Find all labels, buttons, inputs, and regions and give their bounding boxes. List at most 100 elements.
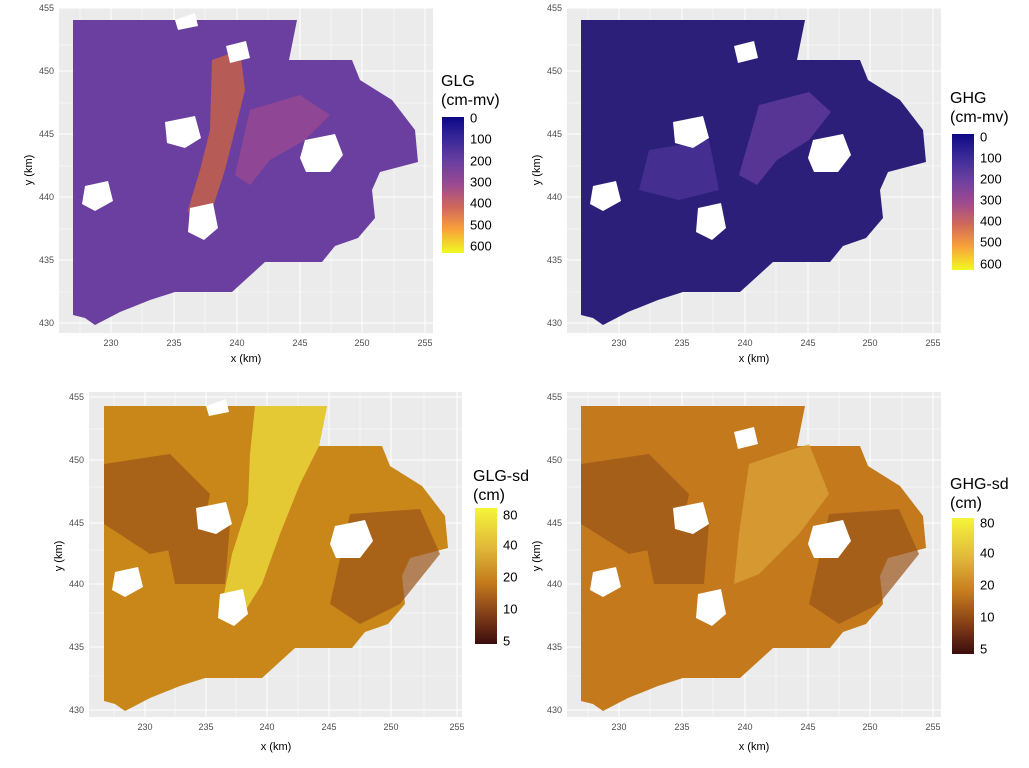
mid-value-zone xyxy=(235,95,330,185)
x-axis-label: x (km) xyxy=(739,741,770,753)
map-panel-glg-sd: 230 235 240 245 250 255 455 450 445 440 … xyxy=(0,384,529,768)
legend-label: 600 xyxy=(470,238,492,254)
x-tick-label: 250 xyxy=(862,722,877,732)
x-axis-label: x (km) xyxy=(261,741,292,753)
y-tick-label: 435 xyxy=(547,255,562,265)
y-ticks: 455 450 445 440 435 430 xyxy=(69,392,84,715)
x-ticks: 230 235 240 245 250 255 xyxy=(103,338,432,348)
legend-label: 20 xyxy=(980,577,995,593)
mid-value-zone xyxy=(639,140,719,200)
legend-label: 400 xyxy=(980,213,1002,229)
x-tick-label: 250 xyxy=(383,722,398,732)
y-tick-label: 455 xyxy=(547,3,562,13)
y-tick-label: 430 xyxy=(547,705,562,715)
x-tick-label: 240 xyxy=(229,338,244,348)
x-tick-label: 235 xyxy=(198,722,213,732)
y-tick-label: 440 xyxy=(39,192,54,202)
legend-colorbar xyxy=(952,518,974,654)
legend-colorbar xyxy=(442,117,464,253)
y-tick-label: 435 xyxy=(547,642,562,652)
map-plot-ghg-sd: 230 235 240 245 250 255 455 450 445 440 … xyxy=(531,392,974,753)
legend-label: 40 xyxy=(980,545,995,561)
y-ticks: 455 450 445 440 435 430 xyxy=(39,3,54,328)
legend-label: 20 xyxy=(503,569,518,585)
y-axis-label: y (km) xyxy=(53,541,65,572)
y-tick-label: 450 xyxy=(547,66,562,76)
x-ticks: 230 235 240 245 250 255 xyxy=(611,722,940,732)
y-tick-label: 435 xyxy=(39,255,54,265)
x-tick-label: 255 xyxy=(925,338,940,348)
y-tick-label: 450 xyxy=(69,455,84,465)
y-tick-label: 445 xyxy=(39,129,54,139)
y-tick-label: 440 xyxy=(547,192,562,202)
x-tick-label: 255 xyxy=(925,722,940,732)
legend-label: 5 xyxy=(503,633,511,649)
x-tick-label: 240 xyxy=(737,722,752,732)
legend-label: 400 xyxy=(470,195,492,211)
legend-label: 300 xyxy=(470,174,492,190)
x-tick-label: 230 xyxy=(103,338,118,348)
y-axis-label: y (km) xyxy=(23,155,35,186)
y-tick-label: 430 xyxy=(547,318,562,328)
low-sd-zone xyxy=(104,454,440,624)
y-tick-label: 440 xyxy=(69,579,84,589)
y-tick-label: 445 xyxy=(547,518,562,528)
x-tick-label: 245 xyxy=(292,338,307,348)
x-tick-label: 235 xyxy=(674,338,689,348)
y-tick-label: 445 xyxy=(69,518,84,528)
y-tick-label: 440 xyxy=(547,579,562,589)
legend-label: 5 xyxy=(980,641,988,657)
legend-label: 40 xyxy=(503,537,518,553)
x-tick-label: 250 xyxy=(354,338,369,348)
y-tick-label: 450 xyxy=(39,66,54,76)
x-tick-label: 245 xyxy=(321,722,336,732)
mid-value-zone xyxy=(739,92,831,185)
low-sd-zone xyxy=(581,454,919,624)
y-tick-label: 455 xyxy=(69,392,84,402)
x-ticks: 230 235 240 245 250 255 xyxy=(137,722,464,732)
legend-title: GHG-sd (cm) xyxy=(950,476,1009,512)
x-tick-label: 230 xyxy=(611,722,626,732)
high-value-zone xyxy=(188,50,245,235)
legend-label: 0 xyxy=(980,129,988,145)
y-tick-label: 430 xyxy=(39,318,54,328)
y-ticks: 455 450 445 440 435 430 xyxy=(547,392,562,715)
legend-label: 500 xyxy=(980,234,1002,250)
map-panel-ghg-sd: 230 235 240 245 250 255 455 450 445 440 … xyxy=(509,384,1029,768)
map-panel-glg: 230 235 240 245 250 255 455 450 445 440 … xyxy=(0,0,520,384)
legend-title: GHG (cm-mv) xyxy=(950,90,1009,126)
x-ticks: 230 235 240 245 250 255 xyxy=(611,338,940,348)
map-panel-ghg: 230 235 240 245 250 255 455 450 445 440 … xyxy=(509,0,1029,384)
legend-label: 10 xyxy=(980,609,995,625)
x-tick-label: 230 xyxy=(137,722,152,732)
legend-label: 10 xyxy=(503,601,518,617)
y-ticks: 455 450 445 440 435 430 xyxy=(547,3,562,328)
legend-title: GLG (cm-mv) xyxy=(441,73,500,109)
legend-colorbar xyxy=(952,134,974,270)
y-tick-label: 430 xyxy=(69,705,84,715)
x-axis-label: x (km) xyxy=(231,353,262,365)
x-tick-label: 250 xyxy=(862,338,877,348)
legend-label: 500 xyxy=(470,217,492,233)
high-sd-zone xyxy=(734,444,829,584)
map-plot-ghg: 230 235 240 245 250 255 455 450 445 440 … xyxy=(531,3,974,365)
legend-label: 0 xyxy=(470,110,478,126)
high-sd-zone xyxy=(222,406,327,619)
legend-label: 200 xyxy=(470,153,492,169)
x-tick-label: 245 xyxy=(800,722,815,732)
legend-label: 100 xyxy=(470,131,492,147)
y-axis-label: y (km) xyxy=(531,541,543,572)
x-tick-label: 245 xyxy=(800,338,815,348)
y-tick-label: 445 xyxy=(547,129,562,139)
map-plot-glg-sd: 230 235 240 245 250 255 455 450 445 440 … xyxy=(53,392,497,753)
legend-label: 80 xyxy=(980,515,995,531)
legend-label: 80 xyxy=(503,507,518,523)
x-tick-label: 255 xyxy=(449,722,464,732)
y-tick-label: 455 xyxy=(547,392,562,402)
legend-label: 600 xyxy=(980,256,1002,272)
legend-label: 200 xyxy=(980,171,1002,187)
x-tick-label: 255 xyxy=(417,338,432,348)
map-plot-glg: 230 235 240 245 250 255 455 450 445 440 … xyxy=(23,3,464,365)
legend-colorbar xyxy=(475,508,497,644)
x-tick-label: 235 xyxy=(166,338,181,348)
